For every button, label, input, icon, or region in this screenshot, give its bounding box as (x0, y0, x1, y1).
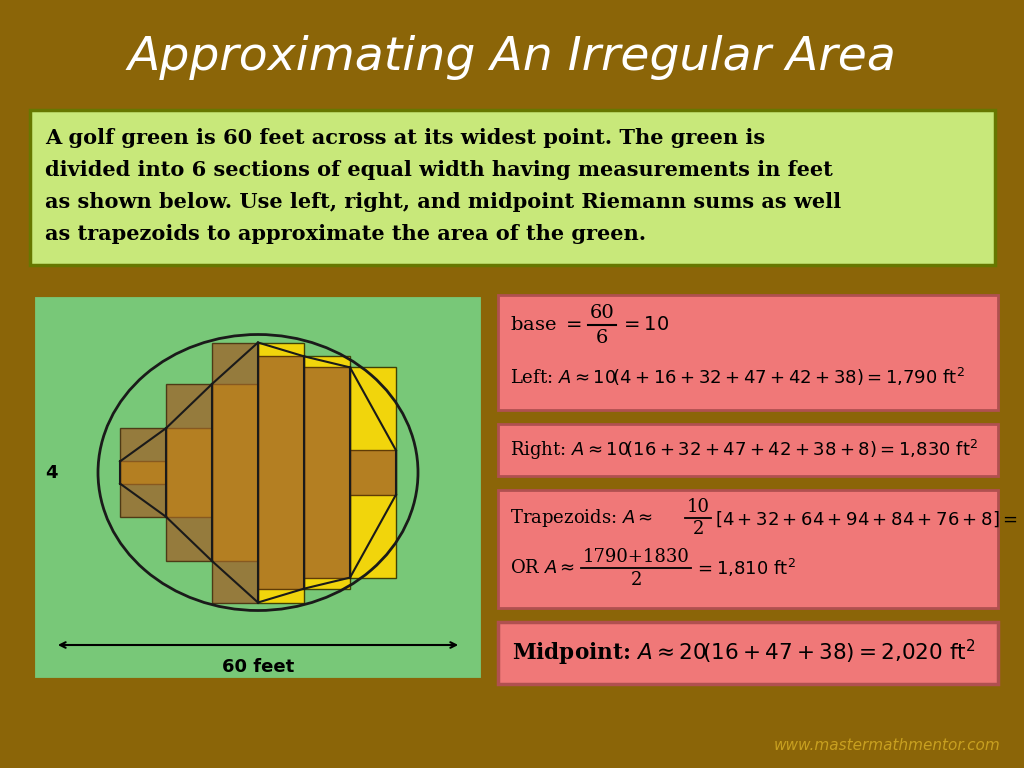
Bar (120, 429, 166, 517)
Bar (304, 367, 350, 578)
Text: OR $A \approx$: OR $A \approx$ (510, 559, 575, 577)
Text: 60 feet: 60 feet (222, 658, 294, 676)
Bar (350, 367, 396, 578)
Bar (212, 384, 258, 561)
Text: Right: $A \approx 10\!\left(16+32+47+42+38+8\right)=1{,}830\ \mathrm{ft}^2$: Right: $A \approx 10\!\left(16+32+47+42+… (510, 438, 978, 462)
Text: $[4+32+64+94+84+76+8]=1{,}810\ \mathrm{ft}^2$: $[4+32+64+94+84+76+8]=1{,}810\ \mathrm{f… (715, 507, 1024, 529)
Text: Midpoint: $A \approx 20\!\left(16+47+38\right)=2{,}020\ \mathrm{ft}^2$: Midpoint: $A \approx 20\!\left(16+47+38\… (512, 638, 976, 668)
Text: 10: 10 (686, 498, 710, 516)
Text: Trapezoids: $A \approx$: Trapezoids: $A \approx$ (510, 507, 653, 529)
Text: as trapezoids to approximate the area of the green.: as trapezoids to approximate the area of… (45, 224, 646, 244)
Bar (258, 356, 304, 588)
Text: $= 10$: $= 10$ (620, 316, 670, 334)
Bar (498, 424, 998, 476)
Bar (120, 462, 166, 484)
Bar (304, 356, 350, 588)
Bar (166, 384, 212, 561)
Bar (30, 110, 995, 265)
Text: 2: 2 (631, 571, 642, 589)
Bar (212, 343, 258, 603)
Text: base $=$: base $=$ (510, 316, 582, 334)
Text: 4: 4 (45, 464, 57, 482)
Text: $= 1{,}810\ \mathrm{ft}^2$: $= 1{,}810\ \mathrm{ft}^2$ (694, 557, 796, 579)
Bar (498, 490, 998, 608)
Text: as shown below. Use left, right, and midpoint Riemann sums as well: as shown below. Use left, right, and mid… (45, 192, 841, 212)
Text: 1790+1830: 1790+1830 (583, 548, 689, 566)
Bar (350, 450, 396, 495)
Text: 6: 6 (596, 329, 608, 347)
Text: 2: 2 (692, 520, 703, 538)
Bar (258, 343, 304, 603)
Bar (498, 622, 998, 684)
Bar (498, 295, 998, 410)
Bar (33, 295, 483, 680)
Text: Left: $A \approx 10\!\left(4+16+32+47+42+38\right)=1{,}790\ \mathrm{ft}^2$: Left: $A \approx 10\!\left(4+16+32+47+42… (510, 366, 965, 388)
Text: divided into 6 sections of equal width having measurements in feet: divided into 6 sections of equal width h… (45, 160, 833, 180)
Text: A golf green is 60 feet across at its widest point. The green is: A golf green is 60 feet across at its wi… (45, 128, 765, 148)
Text: 60: 60 (590, 304, 614, 322)
Text: www.mastermathmentor.com: www.mastermathmentor.com (773, 737, 1000, 753)
Bar (166, 429, 212, 517)
Text: Approximating An Irregular Area: Approximating An Irregular Area (128, 35, 896, 81)
